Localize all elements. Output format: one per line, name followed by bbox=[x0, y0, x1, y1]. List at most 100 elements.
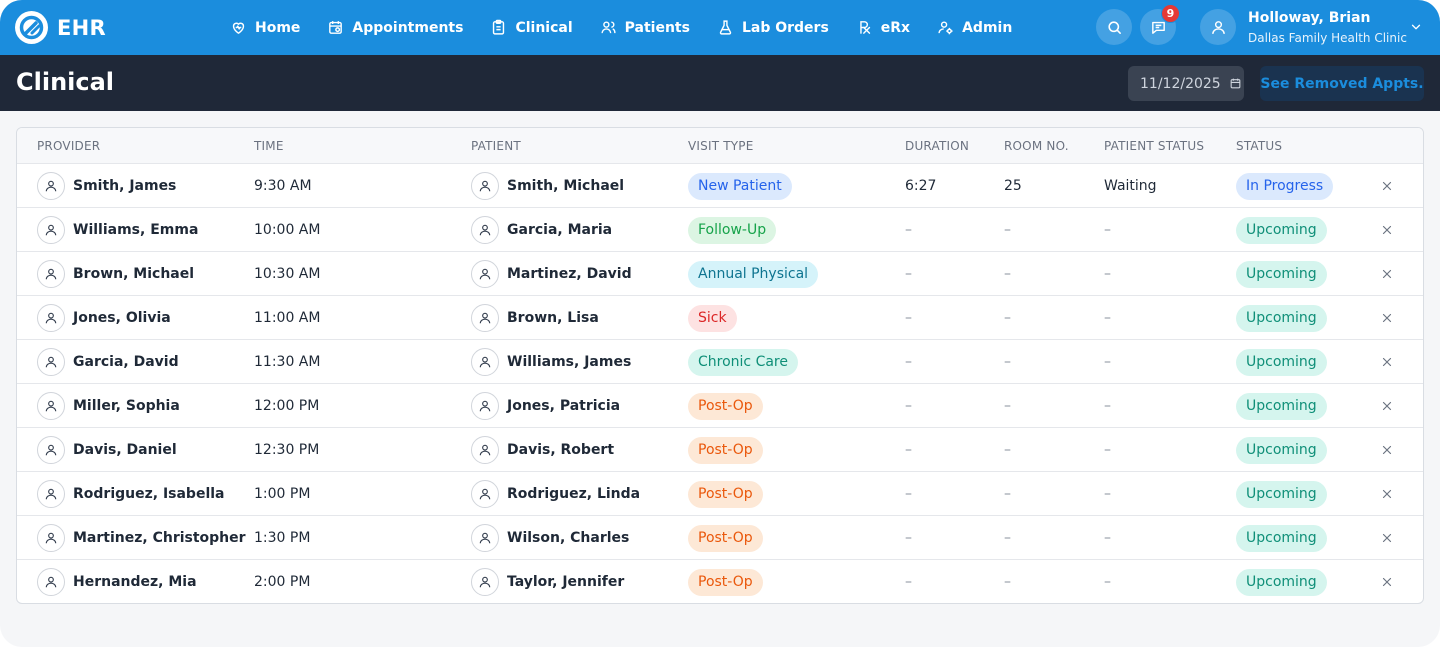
provider-cell[interactable]: Miller, Sophia bbox=[37, 384, 180, 428]
avatar bbox=[471, 216, 499, 244]
time-cell: 11:00 AM bbox=[254, 310, 321, 326]
close-icon[interactable] bbox=[1380, 267, 1394, 281]
status-cell: Upcoming bbox=[1236, 472, 1327, 516]
patient-status-cell: – bbox=[1104, 354, 1111, 370]
nav-item-lab-orders[interactable]: Lab Orders bbox=[717, 19, 829, 36]
remove-appointment-button[interactable] bbox=[1380, 384, 1394, 428]
status-cell: Upcoming bbox=[1236, 560, 1327, 603]
table-row[interactable]: Miller, Sophia 12:00 PM Jones, Patricia Pos… bbox=[17, 384, 1423, 428]
avatar bbox=[471, 568, 499, 596]
remove-appointment-button[interactable] bbox=[1380, 560, 1394, 603]
close-icon[interactable] bbox=[1380, 355, 1394, 369]
user-name[interactable]: Holloway, Brian bbox=[1248, 10, 1371, 26]
visit-type-cell: Post-Op bbox=[688, 428, 763, 472]
user-icon bbox=[478, 267, 492, 281]
status-cell: Upcoming bbox=[1236, 252, 1327, 296]
close-icon[interactable] bbox=[1380, 531, 1394, 545]
patient-cell[interactable]: Garcia, Maria bbox=[471, 208, 612, 252]
duration-cell: – bbox=[905, 574, 912, 590]
see-removed-appts-button[interactable]: See Removed Appts. bbox=[1260, 66, 1424, 101]
visit-type-badge: Post-Op bbox=[688, 480, 763, 508]
patient-cell[interactable]: Smith, Michael bbox=[471, 164, 624, 208]
messages-button[interactable]: 9 bbox=[1140, 4, 1180, 45]
close-icon[interactable] bbox=[1380, 399, 1394, 413]
nav-item-patients[interactable]: Patients bbox=[600, 19, 690, 36]
user-icon bbox=[478, 443, 492, 457]
page-title: Clinical bbox=[16, 68, 115, 96]
nav-item-home[interactable]: Home bbox=[230, 19, 300, 36]
column-header: TIME bbox=[254, 139, 284, 153]
table-row[interactable]: Hernandez, Mia 2:00 PM Taylor, Jennifer Pos… bbox=[17, 560, 1423, 603]
provider-cell[interactable]: Brown, Michael bbox=[37, 252, 194, 296]
provider-cell[interactable]: Martinez, Christopher bbox=[37, 516, 246, 560]
remove-appointment-button[interactable] bbox=[1380, 472, 1394, 516]
search-icon bbox=[1107, 20, 1121, 34]
date-picker[interactable]: 11/12/2025 bbox=[1128, 66, 1244, 101]
nav-item-erx[interactable]: eRx bbox=[856, 19, 910, 36]
provider-name: Jones, Olivia bbox=[73, 310, 171, 326]
nav-item-appointments[interactable]: Appointments bbox=[327, 19, 463, 36]
visit-type-badge: Chronic Care bbox=[688, 348, 798, 376]
provider-cell[interactable]: Smith, James bbox=[37, 164, 176, 208]
provider-cell[interactable]: Davis, Daniel bbox=[37, 428, 177, 472]
patient-cell[interactable]: Wilson, Charles bbox=[471, 516, 629, 560]
avatar bbox=[471, 436, 499, 464]
table-row[interactable]: Garcia, David 11:30 AM Williams, James Chro… bbox=[17, 340, 1423, 384]
avatar[interactable] bbox=[1200, 9, 1236, 45]
patient-cell[interactable]: Taylor, Jennifer bbox=[471, 560, 624, 603]
provider-cell[interactable]: Jones, Olivia bbox=[37, 296, 171, 340]
app-logo[interactable]: EHR bbox=[15, 11, 106, 44]
remove-appointment-button[interactable] bbox=[1380, 296, 1394, 340]
avatar bbox=[471, 480, 499, 508]
close-icon[interactable] bbox=[1380, 311, 1394, 325]
close-icon[interactable] bbox=[1380, 223, 1394, 237]
nav-label: eRx bbox=[880, 19, 911, 36]
user-icon bbox=[478, 179, 492, 193]
close-icon[interactable] bbox=[1380, 487, 1394, 501]
provider-name: Brown, Michael bbox=[73, 266, 195, 282]
patient-cell[interactable]: Rodriguez, Linda bbox=[471, 472, 640, 516]
avatar bbox=[37, 172, 65, 200]
table-row[interactable]: Jones, Olivia 11:00 AM Brown, Lisa Sick – – – U… bbox=[17, 296, 1423, 340]
table-row[interactable]: Williams, Emma 10:00 AM Garcia, Maria Follo… bbox=[17, 208, 1423, 252]
remove-appointment-button[interactable] bbox=[1380, 428, 1394, 472]
patient-cell[interactable]: Jones, Patricia bbox=[471, 384, 620, 428]
patient-cell[interactable]: Davis, Robert bbox=[471, 428, 614, 472]
table-row[interactable]: Martinez, Christopher 1:30 PM Wilson, Char… bbox=[17, 516, 1423, 560]
page-header: Clinical 11/12/2025 See Removed Appts. bbox=[0, 55, 1440, 111]
users-icon bbox=[601, 21, 616, 34]
close-icon[interactable] bbox=[1380, 575, 1394, 589]
table-row[interactable]: Smith, James 9:30 AM Smith, Michael New Pat… bbox=[17, 164, 1423, 208]
calendar-icon bbox=[1230, 78, 1241, 89]
table-row[interactable]: Davis, Daniel 12:30 PM Davis, Robert Post-O… bbox=[17, 428, 1423, 472]
time-cell: 11:30 AM bbox=[254, 354, 321, 370]
nav-label: Lab Orders bbox=[741, 19, 829, 36]
nav-item-clinical[interactable]: Clinical bbox=[490, 19, 573, 36]
table-row[interactable]: Rodriguez, Isabella 1:00 PM Rodriguez, Lin… bbox=[17, 472, 1423, 516]
user-icon bbox=[1211, 20, 1225, 34]
remove-appointment-button[interactable] bbox=[1380, 340, 1394, 384]
ehr-logo-icon bbox=[15, 11, 48, 44]
chevron-down-icon[interactable] bbox=[1409, 20, 1423, 34]
remove-appointment-button[interactable] bbox=[1380, 164, 1394, 208]
remove-appointment-button[interactable] bbox=[1380, 516, 1394, 560]
visit-type-cell: Sick bbox=[688, 296, 737, 340]
avatar bbox=[471, 392, 499, 420]
close-icon[interactable] bbox=[1380, 179, 1394, 193]
duration-cell: – bbox=[905, 310, 912, 326]
nav-item-admin[interactable]: Admin bbox=[937, 19, 1012, 36]
notification-badge: 9 bbox=[1161, 4, 1180, 23]
close-icon[interactable] bbox=[1380, 443, 1394, 457]
search-button[interactable] bbox=[1096, 9, 1132, 45]
user-icon bbox=[44, 223, 58, 237]
provider-cell[interactable]: Williams, Emma bbox=[37, 208, 198, 252]
remove-appointment-button[interactable] bbox=[1380, 252, 1394, 296]
patient-cell[interactable]: Williams, James bbox=[471, 340, 631, 384]
provider-cell[interactable]: Rodriguez, Isabella bbox=[37, 472, 225, 516]
provider-cell[interactable]: Garcia, David bbox=[37, 340, 179, 384]
remove-appointment-button[interactable] bbox=[1380, 208, 1394, 252]
patient-cell[interactable]: Martinez, David bbox=[471, 252, 632, 296]
provider-cell[interactable]: Hernandez, Mia bbox=[37, 560, 197, 603]
table-row[interactable]: Brown, Michael 10:30 AM Martinez, David Ann… bbox=[17, 252, 1423, 296]
patient-cell[interactable]: Brown, Lisa bbox=[471, 296, 599, 340]
